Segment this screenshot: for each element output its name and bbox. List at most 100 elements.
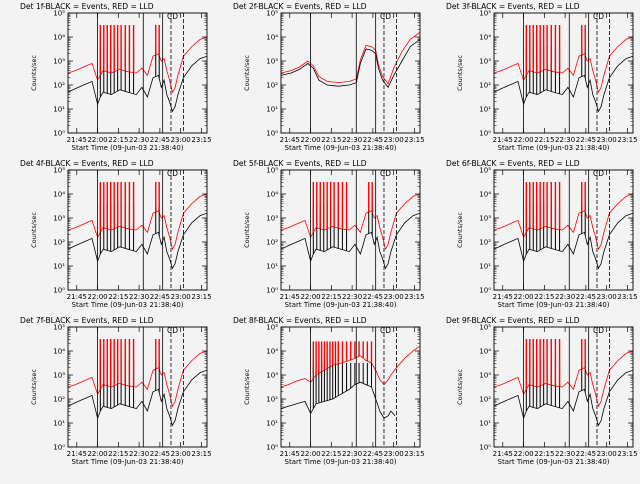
y-tick-label: 10⁰ xyxy=(53,444,65,452)
y-tick-label: 10⁴ xyxy=(266,34,278,42)
x-tick-label: 23:15 xyxy=(191,293,211,301)
y-axis-label: Counts/sec xyxy=(456,55,464,91)
y-tick-label: 10³ xyxy=(479,58,491,66)
plot-area xyxy=(68,339,207,427)
y-tick-label: 10⁴ xyxy=(479,191,491,199)
y-tick-label: 10³ xyxy=(53,215,65,223)
panel-frame xyxy=(280,169,421,291)
panel-2: Det 2f-BLACK = Events, RED = LLD CD 10⁰ 10¹… xyxy=(233,2,425,152)
x-tick-label: 22:45 xyxy=(150,136,170,144)
lld-series-line xyxy=(281,193,420,251)
lld-series-line xyxy=(494,36,633,94)
y-tick-label: 10² xyxy=(266,82,278,90)
lld-series-line xyxy=(281,345,420,388)
x-tick-label: 22:45 xyxy=(150,450,170,458)
x-tick-label: 22:00 xyxy=(513,136,533,144)
y-tick-label: 10⁵ xyxy=(266,10,278,18)
y-tick-label: 10⁵ xyxy=(53,10,65,18)
panel-title: Det 9f-BLACK = Events, RED = LLD xyxy=(446,316,580,325)
panel-frame xyxy=(493,12,634,134)
y-tick-label: 10³ xyxy=(266,372,278,380)
y-tick-label: 10⁵ xyxy=(479,10,491,18)
panel-7: Det 7f-BLACK = Events, RED = LLD CD 10⁰ 10¹… xyxy=(20,316,212,466)
y-tick-label: 10⁴ xyxy=(266,191,278,199)
x-tick-label: 22:00 xyxy=(300,450,320,458)
x-tick-label: 22:30 xyxy=(555,450,575,458)
y-tick-label: 10² xyxy=(53,396,65,404)
y-tick-label: 10⁰ xyxy=(479,287,491,295)
events-series-line xyxy=(281,381,396,419)
events-series-line xyxy=(68,212,207,270)
panel-1: Det 1f-BLACK = Events, RED = LLD CD 10⁰ 10¹… xyxy=(20,2,212,152)
y-tick-label: 10² xyxy=(53,239,65,247)
y-tick-label: 10⁵ xyxy=(479,167,491,175)
x-tick-label: 23:00 xyxy=(171,136,191,144)
y-tick-label: 10⁵ xyxy=(266,324,278,332)
cd-marker-label: CD xyxy=(593,169,604,178)
x-tick-label: 22:45 xyxy=(576,136,596,144)
lld-series-line xyxy=(494,350,633,408)
y-tick-label: 10² xyxy=(266,396,278,404)
plot-area xyxy=(281,341,420,419)
cd-marker-label: CD xyxy=(380,326,391,335)
y-tick-label: 10⁰ xyxy=(53,130,65,138)
x-tick-label: 23:15 xyxy=(617,293,637,301)
events-series-line xyxy=(494,212,633,270)
y-tick-label: 10² xyxy=(479,82,491,90)
cd-marker-label: CD xyxy=(167,12,178,21)
x-tick-label: 22:15 xyxy=(321,293,341,301)
y-tick-label: 10¹ xyxy=(53,263,65,271)
y-tick-label: 10⁴ xyxy=(53,348,65,356)
y-axis-label: Counts/sec xyxy=(456,369,464,405)
x-axis-label: Start Time (09-Jun-03 21:38:40) xyxy=(285,144,397,152)
y-tick-label: 10¹ xyxy=(266,106,278,114)
x-tick-label: 23:15 xyxy=(404,293,424,301)
x-tick-label: 22:30 xyxy=(129,136,149,144)
x-tick-label: 23:15 xyxy=(617,136,637,144)
events-series-line xyxy=(281,212,420,270)
x-tick-label: 23:00 xyxy=(384,450,404,458)
x-tick-label: 22:45 xyxy=(576,293,596,301)
panel-title: Det 8f-BLACK = Events, RED = LLD xyxy=(233,316,367,325)
x-tick-label: 22:30 xyxy=(555,293,575,301)
x-tick-label: 22:15 xyxy=(534,293,554,301)
y-tick-label: 10³ xyxy=(479,215,491,223)
x-tick-label: 23:00 xyxy=(384,136,404,144)
x-tick-label: 22:00 xyxy=(87,293,107,301)
x-tick-label: 22:30 xyxy=(129,450,149,458)
x-tick-label: 21:45 xyxy=(280,293,300,301)
panel-frame xyxy=(280,326,421,448)
x-tick-label: 22:30 xyxy=(342,136,362,144)
y-tick-label: 10³ xyxy=(479,372,491,380)
x-tick-label: 22:00 xyxy=(300,136,320,144)
lld-series-line xyxy=(494,193,633,251)
panel-frame xyxy=(493,169,634,291)
x-tick-label: 22:30 xyxy=(342,293,362,301)
x-tick-label: 22:45 xyxy=(363,136,383,144)
x-tick-label: 21:45 xyxy=(280,450,300,458)
x-tick-label: 22:00 xyxy=(87,450,107,458)
lld-series-line xyxy=(68,193,207,251)
y-tick-label: 10¹ xyxy=(479,420,491,428)
x-tick-label: 22:15 xyxy=(108,293,128,301)
y-tick-label: 10⁵ xyxy=(53,167,65,175)
y-tick-label: 10⁴ xyxy=(479,34,491,42)
panel-8: Det 8f-BLACK = Events, RED = LLD CD 10⁰ 10¹… xyxy=(233,316,425,466)
events-series-line xyxy=(494,369,633,427)
panel-frame xyxy=(280,12,421,134)
x-tick-label: 23:00 xyxy=(171,450,191,458)
events-series-line xyxy=(494,55,633,113)
x-tick-label: 22:15 xyxy=(534,450,554,458)
panel-title: Det 7f-BLACK = Events, RED = LLD xyxy=(20,316,154,325)
x-tick-label: 23:00 xyxy=(597,450,617,458)
x-tick-label: 21:45 xyxy=(67,450,87,458)
x-tick-label: 22:00 xyxy=(513,293,533,301)
y-tick-label: 10⁰ xyxy=(479,130,491,138)
x-tick-label: 22:30 xyxy=(342,450,362,458)
y-tick-label: 10¹ xyxy=(479,263,491,271)
cd-marker-label: CD xyxy=(167,326,178,335)
panel-title: Det 2f-BLACK = Events, RED = LLD xyxy=(233,2,367,11)
x-axis-label: Start Time (09-Jun-03 21:38:40) xyxy=(498,458,610,466)
x-tick-label: 23:15 xyxy=(404,450,424,458)
